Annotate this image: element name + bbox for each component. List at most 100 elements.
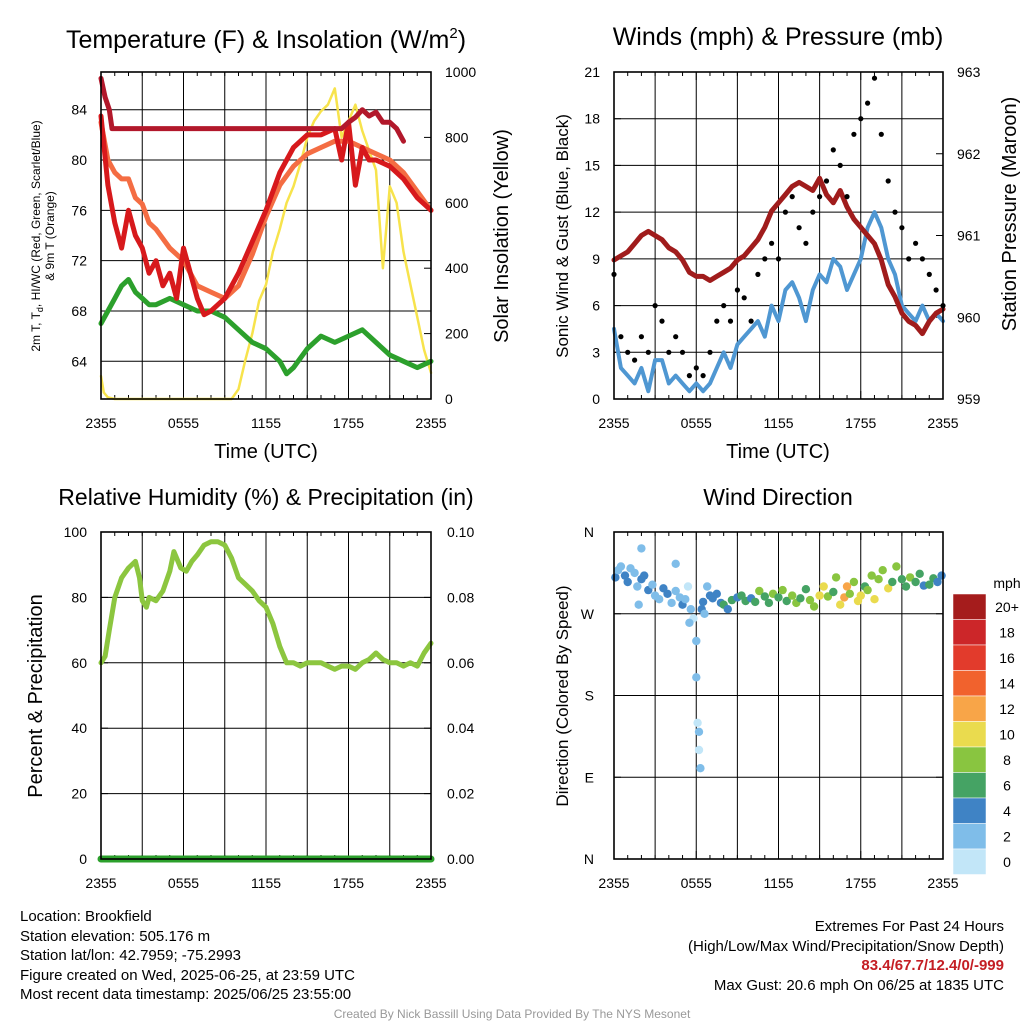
- colorbar-swatch: [952, 670, 987, 697]
- chart-title: Wind Direction: [703, 484, 853, 510]
- insolation-tick-label: 200: [445, 326, 469, 342]
- direction-point: [692, 673, 701, 682]
- pressure-tick-label: 962: [957, 146, 981, 162]
- gust-point: [748, 318, 754, 324]
- direction-point: [897, 575, 907, 584]
- x-tick-label: 2355: [85, 415, 116, 431]
- direction-point: [849, 577, 859, 587]
- x-axis-label: Time (UTC): [214, 441, 318, 463]
- direction-point: [712, 589, 721, 598]
- plot-frame: [100, 71, 432, 400]
- extremes-values: 83.4/67.7/12.4/0/-999: [861, 957, 1004, 974]
- y-axis-label: Sonic Wind & Gust (Blue, Black): [553, 114, 572, 358]
- gust-point: [933, 287, 939, 293]
- insolation-tick-label: 1000: [445, 64, 476, 80]
- direction-point: [801, 585, 811, 594]
- direction-point: [686, 605, 695, 614]
- direction-point: [667, 598, 676, 608]
- gust-point: [817, 194, 823, 200]
- wind-tick-label: 0: [592, 391, 600, 407]
- x-tick-label: 1755: [845, 415, 876, 431]
- humidity-tick-label: 0: [79, 851, 87, 867]
- direction-point: [867, 571, 876, 580]
- direction-point: [874, 575, 883, 584]
- direction-point: [788, 591, 797, 600]
- insolation-tick-label: 0: [445, 391, 453, 407]
- direction-point: [693, 718, 702, 727]
- colorbar-swatch: [952, 593, 987, 620]
- direction-point: [892, 562, 901, 571]
- humidity-tick-label: 100: [64, 524, 88, 540]
- x-tick-label: 2355: [927, 415, 958, 431]
- pressure-tick-label: 961: [957, 228, 981, 244]
- direction-point: [671, 586, 680, 596]
- direction-point: [888, 577, 897, 587]
- y2-axis-label: Solar Insolation (Yellow): [491, 129, 513, 343]
- location-text: Location: Brookfield: [20, 908, 152, 925]
- direction-point: [782, 596, 791, 606]
- direction-point: [829, 587, 838, 597]
- elevation-text: Station elevation: 505.176 m: [20, 927, 211, 945]
- temp-tick-label: 80: [71, 152, 87, 168]
- station-info: Location: Brookfield Station elevation: …: [20, 907, 355, 1005]
- direction-point: [856, 591, 865, 600]
- direction-point: [683, 582, 693, 591]
- x-axis-label: Time (UTC): [726, 441, 830, 463]
- plot-frame: [100, 531, 432, 860]
- gust-point: [714, 318, 720, 324]
- wind-speed-line: [612, 210, 945, 394]
- chart-title: Winds (mph) & Pressure (mb): [613, 23, 944, 51]
- direction-point: [863, 585, 872, 595]
- colorbar-label: 20+: [995, 599, 1019, 615]
- direction-point: [694, 745, 704, 755]
- colorbar-swatch: [952, 619, 987, 646]
- x-tick-label: 0555: [681, 415, 712, 431]
- direction-point: [905, 573, 915, 582]
- gust-point: [618, 334, 624, 340]
- direction-point: [723, 605, 732, 614]
- colorbar-label: 4: [1003, 803, 1011, 819]
- insolation-tick-label: 800: [445, 129, 469, 145]
- gust-point: [844, 194, 850, 200]
- humidity-tick-label: 80: [71, 589, 87, 605]
- direction-point: [685, 618, 694, 627]
- gust-point: [926, 271, 932, 277]
- x-tick-label: 1155: [251, 875, 281, 891]
- direction-point: [870, 595, 879, 604]
- direction-point: [640, 571, 649, 580]
- gust-point: [830, 147, 836, 153]
- direction-point: [774, 593, 783, 602]
- colorbar-swatch: [952, 746, 987, 773]
- direction-point: [764, 598, 774, 608]
- pressure-tick-label: 959: [957, 391, 981, 407]
- wind-tick-label: 9: [592, 251, 600, 267]
- direction-point: [937, 571, 946, 580]
- humidity-tick-label: 20: [71, 786, 87, 802]
- colorbar-label: 0: [1003, 854, 1011, 870]
- latlon-text: Station lat/lon: 42.7959; -75.2993: [20, 947, 242, 964]
- plot-frame: [613, 531, 944, 860]
- direction-point: [616, 562, 626, 571]
- gust-point: [878, 131, 884, 137]
- gust-point: [659, 318, 665, 324]
- gust-point: [762, 256, 768, 262]
- direction-point: [901, 582, 911, 591]
- gust-point: [782, 209, 789, 215]
- colorbar-label: 16: [999, 650, 1015, 666]
- direction-point: [842, 582, 852, 591]
- gust-point: [858, 116, 864, 122]
- precip-tick-label: 0.00: [447, 851, 474, 867]
- precip-tick-label: 0.10: [447, 524, 474, 540]
- gust-point: [803, 240, 809, 246]
- x-tick-label: 1755: [333, 415, 364, 431]
- gust-point: [919, 256, 926, 262]
- direction-point: [694, 727, 704, 736]
- meteogram-figure: 2355 0555 1155 1755 235564687276808402004006…: [25, 23, 1021, 891]
- direction-point: [663, 589, 672, 598]
- wind-tick-label: 6: [592, 298, 600, 314]
- colorbar-swatch: [952, 797, 987, 824]
- gust-point: [837, 162, 843, 168]
- colorbar-label: 2: [1003, 829, 1011, 845]
- gust-point: [913, 240, 919, 246]
- precip-tick-label: 0.08: [447, 589, 474, 605]
